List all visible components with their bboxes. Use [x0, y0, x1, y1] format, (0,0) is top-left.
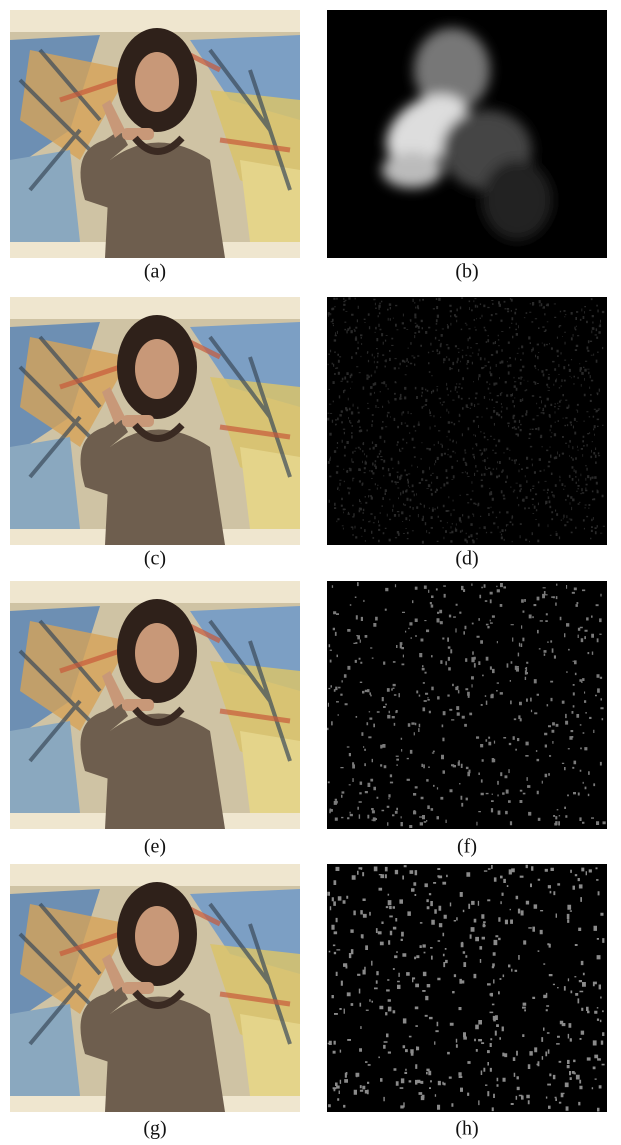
- video-frame: [10, 864, 300, 1112]
- panel-label: (f): [457, 836, 477, 858]
- map-panel: [327, 864, 607, 1112]
- map-panel: [327, 10, 607, 258]
- photo-panel: [10, 297, 300, 545]
- video-frame: [10, 581, 300, 829]
- photo-panel: [10, 581, 300, 829]
- panel-label: (d): [455, 548, 478, 570]
- map-background: [327, 581, 607, 829]
- video-frame: [10, 297, 300, 545]
- photo-panel: [10, 10, 300, 258]
- heatmap: [327, 10, 607, 258]
- page: (a)(b)(c)(d)(e)(f)(g)(h) (() => { const …: [0, 0, 621, 1140]
- panels: (a) (b) (c) (d) (e) (f) (g) (h): [10, 10, 607, 1140]
- panel-label: (g): [143, 1118, 166, 1140]
- photo-panel: [10, 864, 300, 1112]
- figure: (a) (b) (c) (d) (e) (f) (g) (h): [0, 0, 621, 1140]
- panel-label: (e): [144, 836, 166, 858]
- map-background: [327, 297, 607, 545]
- panel-label: (a): [144, 261, 166, 283]
- panel-label: (b): [455, 261, 478, 283]
- video-frame: [10, 10, 300, 258]
- panel-label: (c): [144, 548, 166, 570]
- map-panel: [327, 581, 607, 829]
- panel-label: (h): [455, 1118, 478, 1140]
- map-panel: [327, 297, 607, 545]
